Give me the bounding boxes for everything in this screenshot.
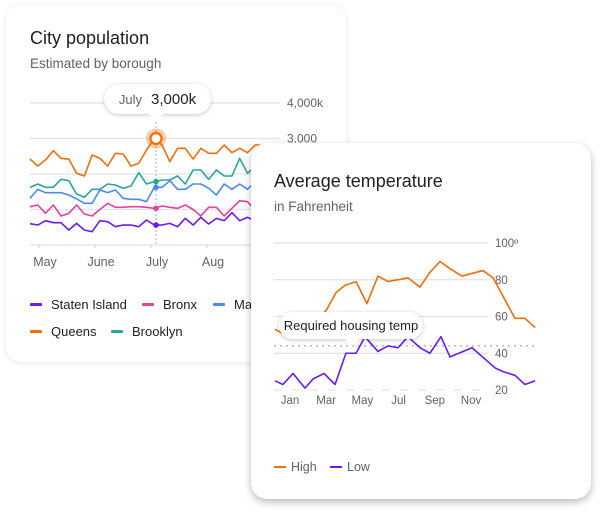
x-tick-label: Aug bbox=[202, 255, 224, 269]
chart-subtitle: in Fahrenheit bbox=[274, 199, 353, 214]
x-tick-label: May bbox=[352, 395, 374, 407]
x-tick-label: Mar bbox=[316, 395, 336, 407]
legend-label: Queens bbox=[51, 324, 97, 339]
legend-label: Bronx bbox=[163, 297, 197, 312]
series-line-staten-island bbox=[29, 211, 264, 233]
legend-swatch bbox=[213, 303, 225, 306]
chart-subtitle: Estimated by borough bbox=[30, 56, 162, 71]
chart-title: City population bbox=[30, 28, 150, 48]
hover-point-queens bbox=[149, 131, 163, 146]
series-line-manhattan bbox=[29, 178, 264, 205]
series-line-bronx bbox=[29, 199, 264, 217]
population-tooltip: July 3,000k bbox=[104, 84, 211, 114]
legend-bronx[interactable]: Bronx bbox=[142, 297, 197, 312]
legend-queens[interactable]: Queens bbox=[30, 324, 97, 339]
reference-line-label: Required housing temp bbox=[283, 318, 419, 333]
hover-point bbox=[153, 184, 159, 191]
hover-point bbox=[153, 205, 159, 212]
x-tick-label: May bbox=[33, 255, 57, 269]
legend-high[interactable]: High bbox=[274, 460, 317, 474]
hover-point bbox=[153, 222, 159, 228]
reference-line-tooltip: Required housing temp bbox=[279, 312, 423, 339]
legend-label: Brooklyn bbox=[132, 324, 183, 339]
y-tick-label: 100º bbox=[495, 238, 519, 250]
tooltip-month: July bbox=[118, 91, 143, 107]
legend-swatch bbox=[274, 465, 286, 469]
legend-label: High bbox=[291, 460, 317, 474]
legend-swatch bbox=[111, 330, 123, 333]
hover-point bbox=[153, 178, 159, 185]
series-line-low bbox=[274, 335, 536, 389]
x-tick-label: Sep bbox=[425, 395, 445, 407]
tooltip-value: 3,000k bbox=[151, 90, 197, 108]
y-tick-label: 20 bbox=[495, 385, 508, 397]
y-tick-label: 80 bbox=[495, 275, 508, 287]
legend-staten-island[interactable]: Staten Island bbox=[30, 297, 127, 312]
legend-label: Staten Island bbox=[51, 297, 127, 312]
legend-label: Low bbox=[347, 460, 370, 474]
legend-swatch bbox=[142, 303, 154, 306]
y-tick-label: 3,000 bbox=[287, 132, 317, 146]
y-tick-label: 4,000k bbox=[287, 96, 324, 110]
legend-low[interactable]: Low bbox=[330, 460, 370, 474]
series-line-brooklyn bbox=[29, 157, 263, 199]
chart-title: Average temperature bbox=[274, 171, 443, 191]
legend-swatch bbox=[330, 465, 342, 469]
x-tick-label: June bbox=[87, 255, 114, 269]
series-line-queens bbox=[29, 137, 263, 177]
y-tick-label: 40 bbox=[495, 348, 508, 360]
legend-swatch bbox=[30, 303, 42, 306]
x-tick-label: July bbox=[146, 255, 169, 269]
y-tick-label: 60 bbox=[495, 312, 508, 324]
x-tick-label: Nov bbox=[461, 395, 482, 407]
legend-brooklyn[interactable]: Brooklyn bbox=[111, 324, 183, 339]
x-tick-label: Jan bbox=[281, 395, 300, 407]
x-tick-label: Jul bbox=[391, 395, 406, 407]
legend-swatch bbox=[30, 330, 42, 333]
